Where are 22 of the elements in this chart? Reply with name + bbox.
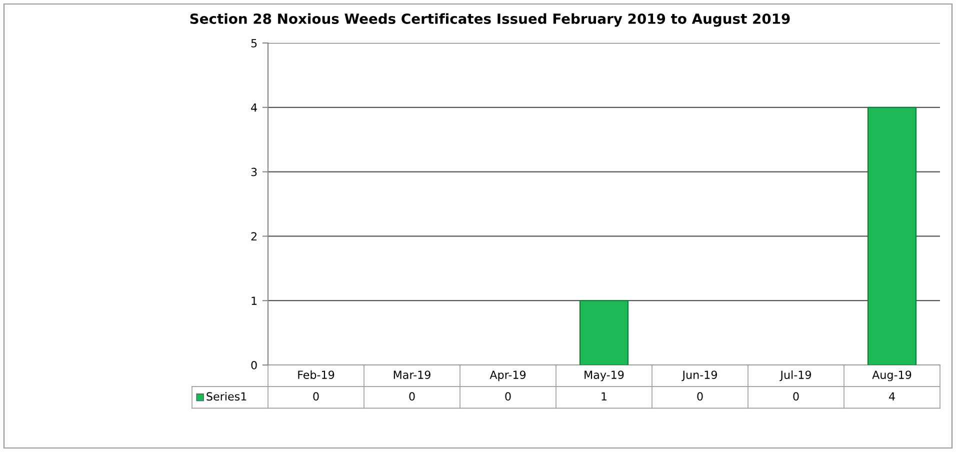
data-label: 0 bbox=[505, 392, 511, 401]
x-tick-label: Apr-19 bbox=[490, 370, 526, 382]
y-tick-label: 3 bbox=[251, 168, 257, 176]
y-tick-label: 4 bbox=[251, 104, 257, 112]
data-label: 1 bbox=[602, 392, 607, 400]
x-tick-label: Jul-19 bbox=[780, 370, 811, 382]
legend-label: Series1 bbox=[206, 392, 246, 401]
y-tick-label: 1 bbox=[252, 296, 257, 305]
y-tick-label: 0 bbox=[251, 360, 257, 370]
data-label: 0 bbox=[793, 392, 799, 401]
data-label: 4 bbox=[889, 392, 895, 400]
x-tick-label: Feb-19 bbox=[298, 370, 334, 380]
y-tick-label: 2 bbox=[251, 232, 256, 240]
y-tick-label: 5 bbox=[251, 39, 257, 48]
x-tick-label: May-19 bbox=[584, 370, 624, 382]
x-tick-label: Jun-19 bbox=[682, 370, 717, 382]
data-label: 0 bbox=[409, 392, 415, 401]
x-tick-label: Aug-19 bbox=[872, 370, 912, 382]
chart-title: Section 28 Noxious Weeds Certificates Issued February 2019 to August 2019 bbox=[190, 13, 790, 27]
x-tick-label: Mar-19 bbox=[394, 370, 430, 380]
data-label: 0 bbox=[697, 392, 703, 401]
data-label: 0 bbox=[313, 392, 319, 401]
